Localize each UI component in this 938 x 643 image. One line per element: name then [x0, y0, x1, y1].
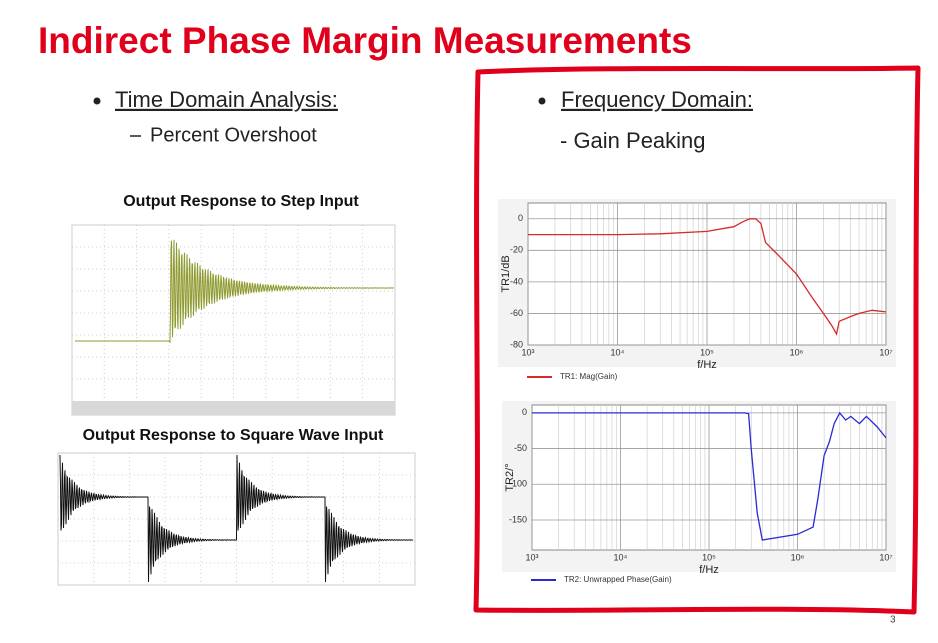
x-tick-label: 10⁷: [879, 552, 892, 562]
x-tick-label: 10⁴: [614, 552, 628, 562]
caption: Output Response to Step Input: [123, 193, 359, 210]
scope-trace: [59, 454, 414, 583]
y-axis-label: TR1/dB: [500, 255, 512, 292]
page-number: 3: [890, 615, 896, 626]
y-tick-label: 0: [522, 407, 527, 417]
x-tick-label: 10³: [521, 347, 534, 357]
scope-frame: [71, 224, 396, 416]
y-tick-label: 0: [518, 213, 523, 223]
bullet-dot: [93, 97, 101, 105]
y-tick-label: -50: [514, 443, 527, 453]
data-line: [532, 411, 887, 541]
sub-bullet: Percent Overshoot: [150, 124, 317, 146]
data-line: [528, 218, 887, 336]
y-tick-label: -20: [510, 245, 523, 255]
legend-label: TR1: Mag(Gain): [560, 372, 618, 381]
scope-image: [71, 224, 396, 416]
bullet-dot: [538, 97, 546, 105]
y-tick-label: -80: [510, 339, 523, 349]
scope-trace: [75, 239, 394, 344]
x-tick-label: 10⁴: [611, 347, 625, 357]
sub-bullet: - Gain Peaking: [560, 128, 706, 153]
y-axis-label: TR2/°: [504, 463, 516, 491]
caption: Output Response to Square Wave Input: [83, 427, 384, 444]
bullet: Time Domain Analysis:: [115, 87, 338, 112]
x-tick-label: 10³: [525, 552, 538, 562]
slide-title: Indirect Phase Margin Measurements: [38, 20, 692, 61]
scope-status-bar: [72, 401, 395, 415]
bullet: Frequency Domain:: [561, 87, 753, 112]
legend-label: TR2: Unwrapped Phase(Gain): [564, 575, 672, 584]
y-tick-label: -40: [510, 276, 523, 286]
x-axis-label: f/Hz: [697, 359, 717, 371]
x-tick-label: 10⁶: [790, 347, 804, 357]
scope-image: [57, 452, 416, 586]
x-axis-label: f/Hz: [699, 564, 719, 576]
x-tick-label: 10⁶: [791, 552, 805, 562]
y-tick-label: -60: [510, 308, 523, 318]
x-tick-label: 10⁵: [702, 552, 716, 562]
x-tick-label: 10⁵: [700, 347, 714, 357]
x-tick-label: 10⁷: [879, 347, 892, 357]
highlight-frame: [473, 65, 921, 615]
y-tick-label: -150: [509, 514, 527, 524]
y-tick-label: -100: [509, 479, 527, 489]
